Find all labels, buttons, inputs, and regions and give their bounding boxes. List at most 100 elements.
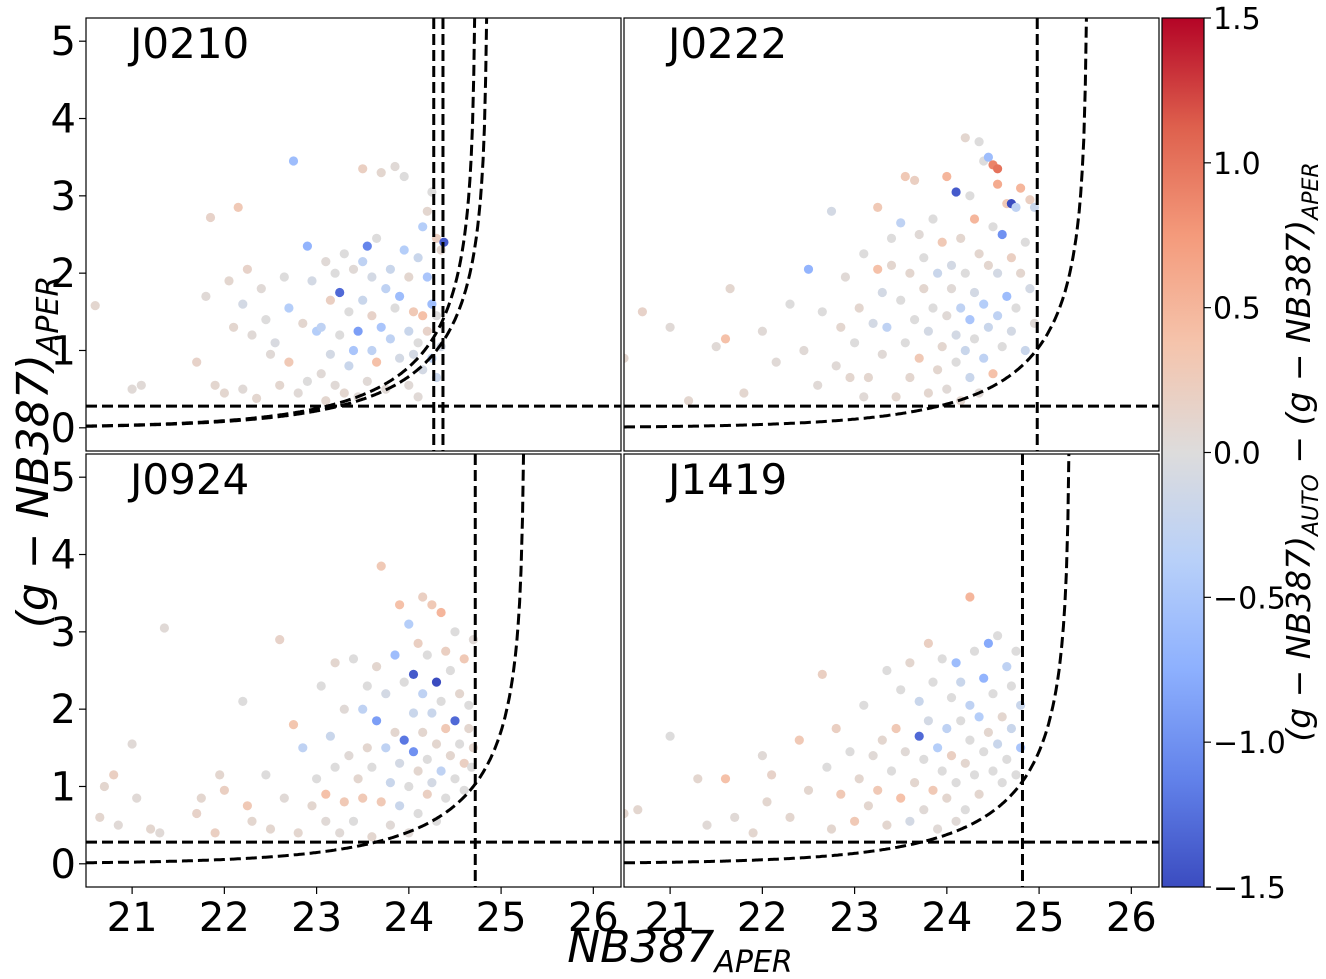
data-point: [956, 303, 966, 313]
data-point: [136, 380, 146, 390]
x-axis-label: NB387APER: [567, 922, 793, 979]
data-point: [859, 249, 869, 259]
data-point: [983, 638, 994, 649]
data-point: [951, 816, 961, 826]
x-tick-label: 25: [476, 895, 527, 941]
data-point: [1002, 662, 1012, 672]
data-point: [335, 287, 345, 298]
data-point: [983, 260, 994, 270]
data-point: [279, 272, 289, 282]
data-point: [288, 156, 299, 166]
y-tick-label: 4: [51, 533, 76, 579]
data-point: [339, 388, 349, 398]
data-point: [803, 785, 814, 795]
panel-frame: [623, 453, 1160, 888]
data-point: [422, 206, 432, 216]
data-point: [1011, 202, 1021, 212]
data-point: [974, 712, 984, 722]
data-point: [431, 739, 442, 749]
data-point: [367, 832, 377, 842]
data-point: [348, 816, 359, 826]
data-point: [381, 689, 391, 699]
data-point: [159, 623, 169, 633]
data-point: [395, 600, 405, 610]
data-point: [942, 793, 952, 803]
data-point: [983, 727, 994, 738]
data-point: [385, 820, 395, 830]
data-point: [325, 295, 335, 305]
data-point: [624, 353, 629, 363]
data-point: [275, 635, 285, 645]
data-point: [146, 824, 156, 834]
data-point: [445, 665, 455, 676]
data-point: [275, 380, 285, 390]
data-point: [464, 723, 474, 734]
data-point: [757, 751, 768, 761]
data-point: [919, 754, 929, 765]
data-point: [367, 311, 377, 321]
y-tick-label: 2: [51, 687, 76, 733]
data-point: [109, 770, 119, 780]
data-point: [408, 307, 419, 317]
data-point: [969, 646, 980, 656]
data-point: [993, 631, 1003, 641]
data-point: [845, 372, 855, 383]
data-point: [127, 739, 137, 749]
data-point: [767, 770, 777, 780]
x-tick-label: 24: [383, 895, 434, 941]
data-point: [965, 735, 975, 745]
data-point: [192, 808, 202, 819]
y-axis-label-sub: APER: [31, 276, 66, 356]
data-point: [413, 253, 423, 263]
data-point: [376, 797, 386, 807]
data-point: [413, 638, 423, 649]
data-point: [965, 372, 975, 383]
data-point: [665, 731, 675, 741]
data-point: [99, 781, 109, 792]
data-point: [942, 311, 952, 321]
y-tick-label: 5: [51, 455, 76, 501]
data-point: [362, 376, 372, 386]
data-point: [353, 774, 363, 784]
data-point: [910, 175, 920, 185]
significance-curve: [624, 18, 1088, 429]
data-point: [969, 334, 980, 344]
data-point: [956, 716, 966, 726]
data-point: [372, 716, 382, 726]
data-point: [395, 353, 405, 363]
colorbar-tick-label: 0.5: [1213, 292, 1261, 327]
data-point: [339, 249, 349, 259]
data-point: [923, 388, 934, 398]
data-point: [210, 380, 220, 390]
data-point: [362, 743, 372, 753]
data-point: [1029, 202, 1040, 212]
data-point: [923, 716, 934, 726]
panel-j1419: J1419: [623, 453, 1160, 894]
significance-curve: [86, 454, 526, 865]
data-point: [288, 720, 299, 730]
y-tick-label: 5: [51, 19, 76, 65]
panel-title: J1419: [665, 455, 787, 504]
data-point: [408, 747, 419, 757]
x-tick-label: 21: [645, 895, 696, 941]
data-point: [905, 268, 915, 278]
colorbar-tick-label: 1.5: [1213, 2, 1261, 37]
data-point: [413, 766, 423, 776]
data-point: [464, 700, 474, 710]
data-point: [284, 357, 294, 367]
data-point: [900, 171, 910, 182]
x-tick-label: 22: [199, 895, 250, 941]
data-point: [113, 820, 123, 830]
colorbar-tick-label: −0.5: [1213, 581, 1286, 616]
data-point: [822, 762, 832, 772]
data-point: [279, 793, 289, 803]
data-point: [960, 805, 970, 815]
data-point: [960, 268, 970, 278]
panel-j0210: J0210: [79, 17, 622, 452]
data-point: [896, 685, 906, 695]
data-point: [854, 774, 864, 784]
data-point: [155, 828, 165, 838]
data-point: [993, 164, 1003, 174]
data-point: [840, 272, 851, 282]
data-point: [450, 716, 460, 726]
